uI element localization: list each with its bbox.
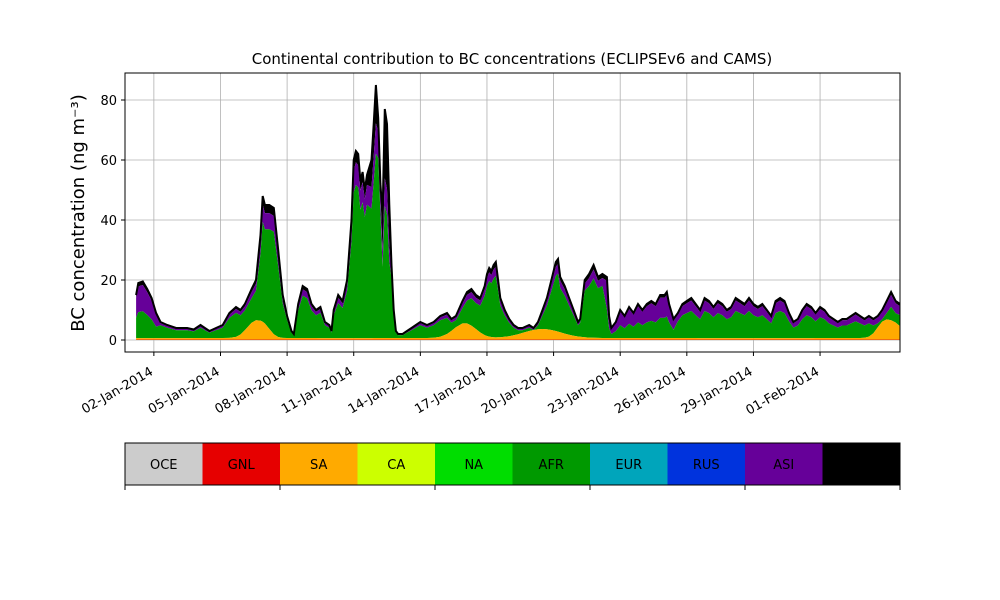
colorbar-label: ASI xyxy=(773,458,794,473)
colorbar-label: AFR xyxy=(539,458,564,473)
area-afr xyxy=(136,153,900,339)
area-asi xyxy=(136,123,900,336)
colorbar-swatch-rus xyxy=(667,443,745,485)
chart-title: Continental contribution to BC concentra… xyxy=(252,50,773,68)
x-axis: 02-Jan-201405-Jan-201408-Jan-201411-Jan-… xyxy=(79,352,822,418)
colorbar-swatch-ca xyxy=(357,443,435,485)
x-tick-label: 11-Jan-2014 xyxy=(279,364,356,417)
colorbar-label: SA xyxy=(310,458,327,473)
colorbar-label: RUS xyxy=(693,458,720,473)
x-tick-label: 08-Jan-2014 xyxy=(213,364,290,417)
colorbar-label: OCE xyxy=(150,458,178,473)
x-tick-label: 05-Jan-2014 xyxy=(146,364,223,417)
x-tick-label: 14-Jan-2014 xyxy=(346,364,423,417)
y-tick-label: 20 xyxy=(100,274,117,289)
areas xyxy=(135,84,900,340)
y-tick-label: 0 xyxy=(109,334,117,349)
colorbar-swatch-na xyxy=(435,443,513,485)
colorbar: OCE GNL SA CA NA AFR EUR RUS ASI AUS xyxy=(124,442,901,490)
colorbar-swatch-afr xyxy=(512,443,590,485)
total-line xyxy=(135,84,900,337)
colorbar-swatch-aus xyxy=(822,443,900,485)
colorbar-swatch-gnl xyxy=(202,443,280,485)
x-tick-label: 01-Feb-2014 xyxy=(744,364,823,418)
x-tick-label: 20-Jan-2014 xyxy=(479,364,556,417)
colorbar-label: AUS xyxy=(848,458,875,473)
x-tick-label: 26-Jan-2014 xyxy=(612,364,689,417)
colorbar-label: GNL xyxy=(228,458,256,473)
y-tick-label: 80 xyxy=(100,94,117,109)
colorbar-swatch-eur xyxy=(590,443,668,485)
x-tick-label: 17-Jan-2014 xyxy=(412,364,489,417)
colorbar-label: CA xyxy=(387,458,405,473)
y-tick-label: 60 xyxy=(100,154,117,169)
colorbar-swatch-asi xyxy=(745,443,823,485)
y-axis-label: BC concentration (ng m⁻³) xyxy=(68,94,89,332)
plot-frame xyxy=(124,72,901,353)
colorbar-label: NA xyxy=(464,458,483,473)
area-sa xyxy=(136,319,900,340)
colorbar-frame xyxy=(124,442,901,486)
colorbar-label: EUR xyxy=(615,458,642,473)
colorbar-swatch-sa xyxy=(280,443,358,485)
x-tick-label: 29-Jan-2014 xyxy=(679,364,756,417)
colorbar-swatch-oce xyxy=(125,443,203,485)
x-tick-label: 23-Jan-2014 xyxy=(546,364,623,417)
y-tick-label: 40 xyxy=(100,214,117,229)
y-axis: 0 20 40 60 80 xyxy=(100,94,125,349)
x-tick-label: 02-Jan-2014 xyxy=(79,364,156,417)
